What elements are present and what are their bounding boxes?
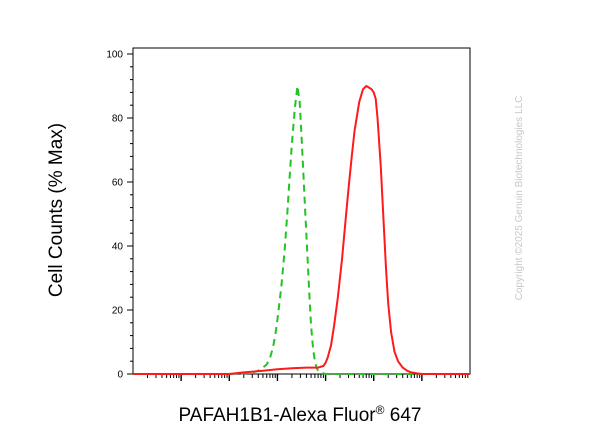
plot-frame [132, 47, 471, 375]
copyright-watermark: Copyright ©2025 Genuin Biotechnologies L… [514, 96, 525, 301]
y-tick-label: 40 [112, 242, 124, 253]
y-tick-label: 20 [112, 306, 124, 317]
x-axis-title-suffix: 647 [384, 405, 421, 426]
sample-histogram-line [133, 85, 470, 375]
y-tick-label: 60 [112, 178, 124, 189]
y-tick-label: 80 [112, 114, 124, 125]
x-axis-title: PAFAH1B1-Alexa Fluor® 647 [179, 403, 422, 426]
series-layer [133, 85, 470, 375]
x-axis [146, 374, 469, 381]
y-tick-label: 0 [117, 370, 123, 381]
control-histogram-line [133, 85, 470, 375]
y-axis: 0 20 40 60 80 100 [106, 50, 133, 381]
x-axis-title-main: PAFAH1B1-Alexa Fluor [179, 405, 377, 426]
y-tick-label: 100 [106, 50, 123, 61]
x-axis-title-superscript: ® [376, 403, 385, 417]
y-axis-title: Cell Counts (% Max) [46, 123, 67, 297]
